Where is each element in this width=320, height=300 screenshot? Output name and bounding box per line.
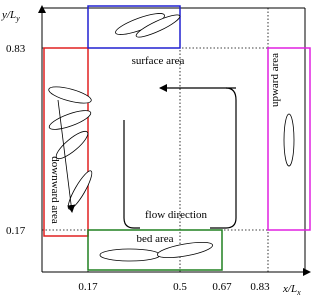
- x-tick: 0.83: [250, 281, 270, 293]
- flow-left: [124, 120, 140, 228]
- x-tick: 0.67: [212, 281, 232, 293]
- region-label: surface area: [132, 55, 185, 67]
- flow-right: [210, 88, 236, 228]
- x-tick: 0.17: [78, 281, 98, 293]
- diagram: y/Ly x/Lx 0.83 0.17 0.17 0.5 0.67 0.83 s…: [0, 0, 313, 300]
- flow-label: flow direction: [145, 209, 208, 221]
- y-axis-label: y/Ly: [1, 9, 20, 23]
- x-axis-label: x/Lx: [282, 283, 301, 297]
- fish-icons: [47, 9, 294, 261]
- y-tick: 0.83: [6, 43, 26, 55]
- y-tick: 0.17: [6, 225, 26, 237]
- region-label: upward area: [269, 53, 281, 107]
- x-tick: 0.5: [173, 281, 187, 293]
- region-label: bed area: [137, 233, 174, 245]
- region-label: downward area: [49, 156, 61, 224]
